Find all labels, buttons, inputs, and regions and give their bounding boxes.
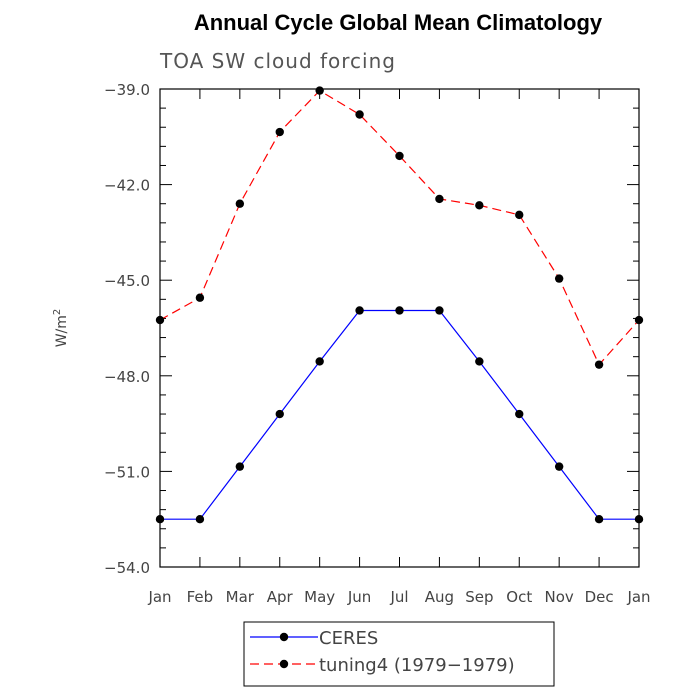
y-tick-label: −42.0 xyxy=(104,177,150,195)
data-point xyxy=(395,151,404,161)
x-tick-label: Mar xyxy=(226,588,255,606)
data-point xyxy=(315,357,324,366)
data-point xyxy=(235,462,245,471)
data-point xyxy=(554,274,564,283)
legend-entries: CERES tuning4 (1979−1979) xyxy=(250,628,515,676)
y-axis-label-text: W/m xyxy=(54,315,70,347)
x-tick-label: Jul xyxy=(389,588,408,606)
legend-marker xyxy=(279,659,289,669)
data-point xyxy=(594,515,604,524)
data-point xyxy=(395,306,404,315)
x-tick-label: Jan xyxy=(626,588,650,606)
data-point xyxy=(275,409,284,419)
data-point xyxy=(195,515,205,524)
x-tick-label: Jan xyxy=(147,588,171,606)
x-tick-label: May xyxy=(304,588,335,606)
data-point xyxy=(515,210,524,220)
x-tick-label: Dec xyxy=(585,588,614,606)
series-line xyxy=(159,89,640,366)
data-point xyxy=(235,199,245,208)
x-tick-label: Nov xyxy=(545,588,574,606)
data-point xyxy=(634,515,644,524)
y-tick-label: −39.0 xyxy=(104,81,150,99)
x-tick-label: Oct xyxy=(506,588,532,606)
legend-box xyxy=(243,621,555,687)
data-point xyxy=(435,194,444,204)
y-tick-label: −48.0 xyxy=(104,368,150,386)
data-point xyxy=(155,515,165,524)
data-point xyxy=(594,360,604,369)
data-point xyxy=(195,293,205,302)
legend: CERES tuning4 (1979−1979) xyxy=(243,621,555,687)
data-point xyxy=(355,306,364,315)
x-tick-label: Sep xyxy=(465,588,493,606)
data-point xyxy=(634,315,644,325)
plot-frame xyxy=(159,88,640,568)
data-point xyxy=(155,315,165,325)
x-tick-label: Jun xyxy=(347,588,371,606)
chart-title: Annual Cycle Global Mean Climatology xyxy=(194,10,603,35)
x-tick-label: Feb xyxy=(187,588,214,606)
series-line xyxy=(160,309,639,520)
data-point xyxy=(515,409,524,419)
chart-subtitle: TOA SW cloud forcing xyxy=(159,49,396,73)
legend-marker xyxy=(279,632,289,642)
data-point xyxy=(554,462,564,471)
data-point xyxy=(315,86,324,95)
x-tick-label: Apr xyxy=(267,588,294,606)
data-point xyxy=(475,201,484,210)
y-axis-label: W/m2 xyxy=(52,309,70,348)
data-point xyxy=(275,127,284,137)
data-point xyxy=(475,357,484,366)
legend-label: CERES xyxy=(319,628,378,649)
plot-layer: Jan Feb Mar Apr May Jun Jul Aug Sep Oct Nov Dec Jan −… xyxy=(104,81,651,606)
legend-label: tuning4 (1979−1979) xyxy=(319,655,515,676)
y-axis-label-superscript: 2 xyxy=(52,309,63,315)
data-point xyxy=(355,110,364,119)
x-tick-label: Aug xyxy=(425,588,454,606)
y-tick-label: −45.0 xyxy=(104,272,150,290)
data-point xyxy=(435,306,444,315)
y-tick-label: −54.0 xyxy=(104,559,150,577)
y-tick-label: −51.0 xyxy=(104,463,150,481)
